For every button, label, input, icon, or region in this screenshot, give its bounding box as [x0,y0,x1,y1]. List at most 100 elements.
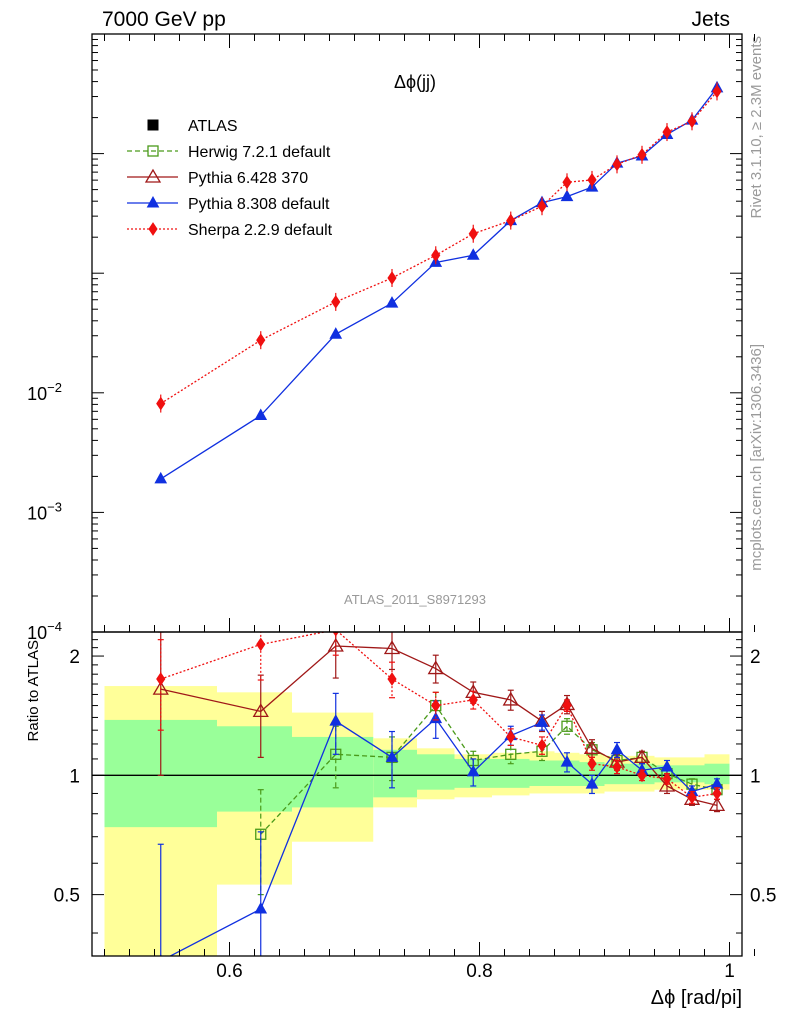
ratio-data-point [660,759,674,772]
ratio-data-point [662,771,672,786]
data-point [387,271,397,285]
ratio-data-point [327,637,344,652]
ratio-data-point [562,698,572,713]
ratio-data-point [332,632,339,637]
ratio-data-point [254,901,268,914]
band-inner [292,736,374,808]
series-line [160,90,718,405]
main-series-group [154,80,724,484]
series-sherpa [156,82,722,413]
ratio-data-point [431,698,441,713]
data-point [537,199,547,214]
ratio-y-tick-label: 1 [69,766,80,787]
ratio-axes: 0.5 0.5 1 1 2 2 0.6 0.8 1 [54,34,776,982]
ratio-data-point [427,660,444,675]
ratio-data-point [502,691,519,706]
data-point [254,408,268,421]
header-right-label: Jets [691,8,730,31]
data-point [154,471,168,484]
legend-item-sherpa: Sherpa 2.2.9 default [127,222,333,239]
ratio-y-tick-label-right: 0.5 [750,886,776,907]
ratio-data-point [585,777,599,789]
y-tick-label: 10−3 [27,499,62,523]
ratio-data-point [687,790,697,805]
ratio-data-point [156,672,166,686]
data-point [329,327,343,339]
ratio-data-point [587,756,597,771]
data-point [560,189,574,202]
y-tick-label: 10−2 [27,380,62,404]
y-tick-label: 10−4 [27,619,62,643]
ratio-series-group [152,632,726,956]
legend-marker [147,145,159,157]
ratio-data-point [712,786,722,801]
ratio-data-point [583,740,601,754]
data-point [331,295,341,309]
x-tick-label: 1 [724,961,735,982]
legend-marker [148,222,158,236]
ratio-data-point [560,755,574,767]
ratio-data-point [506,730,516,744]
legend-marker [147,119,159,131]
data-point [431,248,441,263]
ratio-plot-frame [91,631,743,957]
band-inner [704,763,730,785]
data-point [637,147,647,162]
band-inner [579,762,605,786]
x-axis-label: Δϕ [rad/pi] [651,987,742,1009]
data-point [662,125,672,139]
ratio-data-point [612,760,622,774]
ratio-data-point [505,748,517,760]
main-y-axis: 10−2 10−3 10−4 [27,38,742,643]
band-inner [679,765,705,783]
legend-marker [146,195,160,208]
x-tick-label: 0.6 [216,961,242,982]
x-tick-label: 0.8 [466,961,492,982]
band-inner [529,760,555,786]
data-point [468,226,478,241]
ratio-data-point [466,764,480,777]
data-point [687,114,697,129]
legend-label: Sherpa 2.2.9 default [188,222,333,239]
ratio-uncertainty-bands [104,686,730,956]
watermark-label: ATLAS_2011_S8971293 [344,592,486,607]
data-point [256,333,266,348]
ratio-y-axis-label: Ratio to ATLAS [25,640,42,741]
rivet-version-label: Rivet 3.1.10, ≥ 2.3M events [748,36,765,219]
ratio-data-point [637,768,647,783]
header-left-label: 7000 GeV pp [102,8,226,31]
ratio-data-point [256,637,266,652]
ratio-data-point [329,714,343,726]
ratio-y-tick-label-right: 1 [750,766,761,787]
mcplots-source-label: mcplots.cern.ch [arXiv:1306.3436] [748,344,765,571]
legend-label: Herwig 7.2.1 default [188,144,331,161]
ratio-data-point [385,750,399,762]
ratio-data-point [387,672,397,686]
ratio-data-point [252,703,269,718]
legend-label: ATLAS [188,118,238,135]
legend-label: Pythia 6.428 370 [188,170,308,187]
ratio-data-point [468,693,478,707]
legend-item-atlas: ATLAS [147,118,238,135]
ratio-data-point [633,749,651,764]
legend-marker [144,168,162,183]
data-point [156,396,166,411]
ratio-data-point [708,797,726,811]
ratio-data-point [537,738,547,753]
legend: ATLAS Herwig 7.2.1 default Pythia 6.428 37… [127,118,333,239]
data-point [712,84,722,99]
ratio-series-line [160,632,718,799]
band-inner [417,754,455,790]
ratio-y-tick-label: 0.5 [54,886,80,907]
series-pythia8 [154,80,724,484]
ratio-series-sherpa [156,632,722,805]
ratio-data-point [383,640,401,655]
ratio-y-tick-label-right: 2 [750,647,761,668]
ratio-data-point [535,715,549,727]
data-point [385,296,399,308]
legend-label: Pythia 8.308 default [188,196,330,213]
main-plot-title: Δϕ(jj) [394,72,436,92]
data-point [506,213,516,228]
ratio-y-tick-label: 2 [69,647,80,668]
